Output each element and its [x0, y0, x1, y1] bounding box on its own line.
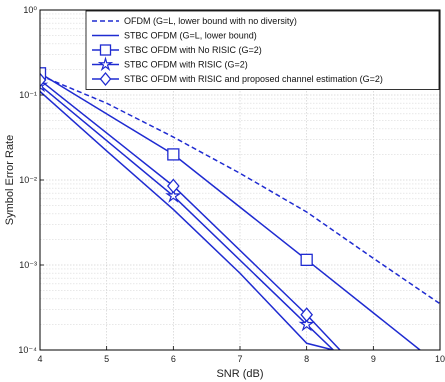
series-line — [40, 72, 421, 350]
legend-label: STBC OFDM with No RISIC (G=2) — [124, 45, 262, 55]
x-tick-label: 6 — [171, 354, 176, 364]
legend-label: STBC OFDM with RISIC (G=2) — [124, 60, 248, 70]
x-tick-label: 10 — [435, 354, 445, 364]
series-5 — [40, 72, 341, 350]
y-axis-label: Symbol Error Rate — [4, 135, 16, 225]
legend-entry-2: STBC OFDM (G=L, lower bound) — [92, 31, 257, 41]
ticks: 4 5 6 7 8 9 10 10⁰ 10⁻¹ 10⁻² 10⁻³ 10⁻⁴ — [18, 5, 445, 364]
square-marker — [300, 253, 313, 266]
series-clip-group — [40, 67, 440, 350]
legend-label: OFDM (G=L, lower bound with no diversity… — [124, 16, 297, 26]
legend-entry-3: STBC OFDM with No RISIC (G=2) — [92, 44, 262, 56]
legend-label: STBC OFDM (G=L, lower bound) — [124, 31, 257, 41]
series-2 — [40, 90, 334, 350]
diamond-marker — [166, 178, 180, 194]
y-tick-label: 10⁻³ — [19, 260, 37, 270]
legend-entry-1: OFDM (G=L, lower bound with no diversity… — [92, 16, 297, 26]
square-marker — [167, 148, 180, 161]
x-tick-label: 9 — [371, 354, 376, 364]
series-3 — [40, 67, 421, 350]
series-1 — [40, 74, 440, 305]
series-line — [40, 84, 334, 350]
square-marker — [40, 67, 47, 80]
x-tick-label: 8 — [304, 354, 309, 364]
series-line — [40, 74, 440, 305]
diamond-marker — [40, 72, 47, 88]
y-tick-label: 10⁻⁴ — [18, 345, 37, 355]
y-tick-label: 10⁻² — [19, 175, 37, 185]
legend-entry-4: STBC OFDM with RISIC (G=2) — [92, 56, 248, 72]
legend-label: STBC OFDM with RISIC and proposed channe… — [124, 74, 383, 84]
x-tick-label: 5 — [104, 354, 109, 364]
diamond-marker — [99, 71, 112, 87]
diamond-marker — [300, 307, 314, 323]
x-tick-label: 7 — [237, 354, 242, 364]
x-axis-label: SNR (dB) — [216, 368, 263, 380]
series-layer — [40, 67, 440, 350]
legend-entry-5: STBC OFDM with RISIC and proposed channe… — [92, 71, 383, 87]
star-marker — [165, 187, 182, 203]
star-marker — [97, 56, 114, 72]
series-line — [40, 90, 334, 350]
legend: OFDM (G=L, lower bound with no diversity… — [85, 10, 440, 90]
star-marker — [298, 315, 315, 332]
series-line — [40, 79, 341, 350]
square-marker — [99, 44, 112, 56]
y-tick-label: 10⁰ — [23, 5, 37, 15]
legend-box — [85, 10, 440, 90]
x-tick-label: 4 — [37, 354, 42, 364]
y-tick-label: 10⁻¹ — [19, 90, 37, 100]
